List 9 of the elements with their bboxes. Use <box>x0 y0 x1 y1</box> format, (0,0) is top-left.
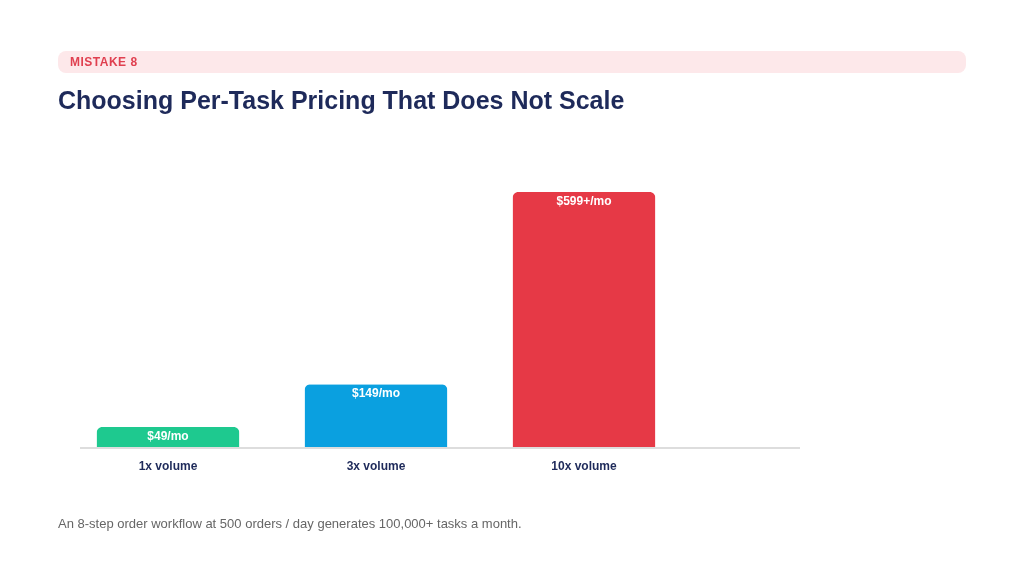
data-label: $49/mo <box>147 429 189 444</box>
data-label: $149/mo <box>351 386 401 401</box>
text: MISTAKE 8 <box>58 51 966 73</box>
x-tick-label: 1x volume <box>138 458 198 473</box>
data-label: $599+/mo <box>556 194 612 208</box>
x-tick-label: 10x volume <box>551 458 618 473</box>
chart-title: Choosing Per-Task Pricing That Does Not Scale <box>58 86 625 115</box>
x-tick-label: 3x volume <box>346 458 406 473</box>
text: An 8-step order workflow at 500 orders / day generates 100,000+ tasks a month. <box>58 516 522 531</box>
